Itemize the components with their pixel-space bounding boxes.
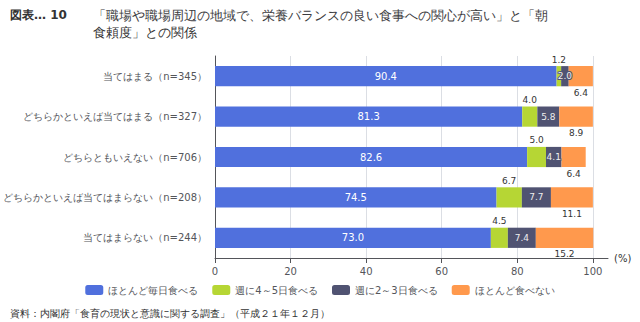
- svg-text:82.6: 82.6: [360, 152, 382, 163]
- svg-text:6.4: 6.4: [566, 169, 581, 179]
- svg-text:どちらかといえば当てはまらない（n=208）: どちらかといえば当てはまらない（n=208）: [3, 192, 207, 203]
- svg-text:0: 0: [212, 266, 218, 277]
- svg-text:40: 40: [360, 266, 373, 277]
- svg-text:20: 20: [284, 266, 297, 277]
- svg-text:74.5: 74.5: [345, 192, 367, 203]
- svg-text:11.1: 11.1: [562, 209, 582, 219]
- svg-text:週に2～3日食べる: 週に2～3日食べる: [355, 285, 438, 296]
- svg-text:5.0: 5.0: [529, 135, 544, 145]
- svg-text:81.3: 81.3: [357, 111, 379, 122]
- svg-text:8.9: 8.9: [569, 128, 584, 138]
- svg-text:当てはまる（n=345）: 当てはまる（n=345）: [103, 71, 207, 82]
- svg-text:(%): (%): [614, 253, 631, 264]
- svg-text:7.4: 7.4: [515, 233, 530, 243]
- svg-text:4.0: 4.0: [523, 95, 538, 105]
- svg-text:4.5: 4.5: [492, 216, 506, 226]
- svg-text:15.2: 15.2: [555, 249, 575, 259]
- svg-text:「職場や職場周辺の地域で、栄養バランスの良い食事への関心が高: 「職場や職場周辺の地域で、栄養バランスの良い食事への関心が高い」と「朝: [93, 8, 548, 23]
- svg-text:どちらともいえない（n=706）: どちらともいえない（n=706）: [63, 152, 207, 163]
- svg-text:1.2: 1.2: [552, 55, 566, 65]
- svg-text:2.0: 2.0: [558, 71, 573, 81]
- svg-text:80: 80: [511, 266, 524, 277]
- svg-text:5.8: 5.8: [541, 112, 556, 122]
- svg-text:資料：内閣府「食育の現状と意識に関する調査」（平成２１年１２: 資料：内閣府「食育の現状と意識に関する調査」（平成２１年１２月）: [10, 308, 330, 319]
- svg-text:6.7: 6.7: [502, 176, 516, 186]
- svg-text:100: 100: [583, 266, 602, 277]
- svg-text:6.4: 6.4: [574, 88, 589, 98]
- svg-text:図表… 10: 図表… 10: [10, 8, 67, 22]
- svg-text:90.4: 90.4: [375, 71, 397, 82]
- svg-text:7.7: 7.7: [529, 192, 543, 202]
- svg-text:60: 60: [435, 266, 448, 277]
- svg-text:ほとんど食べない: ほとんど食べない: [475, 285, 555, 296]
- svg-text:4.1: 4.1: [547, 152, 561, 162]
- svg-text:どちらかといえば当てはまる（n=327）: どちらかといえば当てはまる（n=327）: [23, 111, 207, 122]
- svg-text:73.0: 73.0: [342, 232, 364, 243]
- svg-text:食頼度」との関係: 食頼度」との関係: [93, 25, 197, 40]
- svg-text:週に4～5日食べる: 週に4～5日食べる: [235, 285, 318, 296]
- svg-text:当てはまらない（n=244）: 当てはまらない（n=244）: [83, 232, 207, 243]
- svg-text:ほとんど毎日食べる: ほとんど毎日食べる: [108, 285, 198, 296]
